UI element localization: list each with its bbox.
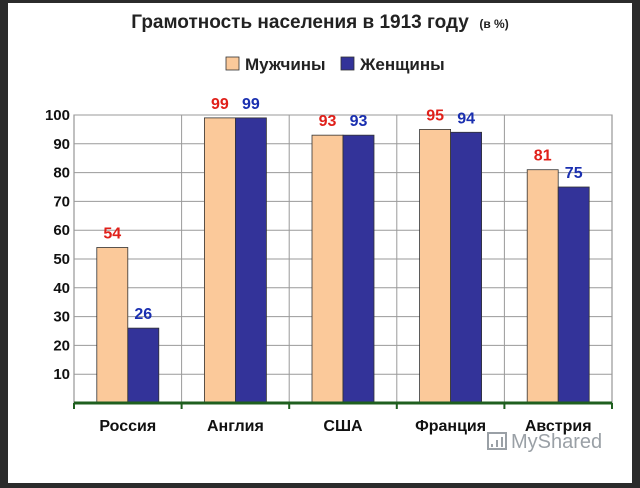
category-label: Франция [415,418,486,435]
data-label: 54 [103,225,121,242]
chart-title-unit: (в %) [479,17,508,31]
data-label: 93 [319,113,337,130]
bar-men [203,117,236,404]
legend-swatch-0 [225,56,240,71]
bar-men [311,134,344,404]
y-tick-label: 90 [53,136,70,153]
category-label: Англия [207,418,264,435]
chart-title-main: Грамотность населения в 1913 году [131,12,469,33]
category-label: США [323,418,363,435]
y-tick-label: 10 [53,366,70,383]
y-tick-label: 70 [53,193,70,210]
data-label: 99 [211,96,229,113]
y-tick-label: 100 [45,107,70,124]
literacy-bar-chart: Грамотность населения в 1913 году (в %) … [45,12,613,453]
category-label: Россия [99,418,156,435]
y-tick-label: 30 [53,309,70,326]
bar-women [557,186,590,404]
data-label: 94 [457,110,475,127]
y-tick-label: 40 [53,280,70,297]
chart-panel: Грамотность населения в 1913 году (в %) … [8,3,632,483]
bar-women [234,117,267,404]
bar-men [96,247,129,404]
legend-label-1: Женщины [359,55,445,74]
bar-women [342,134,375,404]
watermark-logo-icon [487,432,507,450]
data-label: 93 [350,113,368,130]
watermark: MyShared [487,431,602,453]
data-label: 99 [242,96,260,113]
bar-men [526,169,559,404]
chart-title: Грамотность населения в 1913 году (в %) [131,12,508,33]
legend-swatch-1 [340,56,355,71]
chart-legend: Мужчины Женщины [225,55,445,74]
bar-women [450,131,483,404]
data-label: 81 [534,148,552,165]
plot-area: 10 20 30 40 50 60 70 80 90 100 54 26 99 99 93 93 95 94 81 7… [45,96,613,435]
category-label: Австрия [525,418,592,435]
data-label: 75 [565,165,583,182]
y-tick-label: 20 [53,337,70,354]
data-label: 95 [426,107,444,124]
legend-label-0: Мужчины [245,55,326,74]
y-tick-label: 50 [53,251,70,268]
y-tick-label: 80 [53,165,70,182]
bar-men [419,129,452,404]
data-label: 26 [134,306,152,323]
watermark-text: MyShared [511,431,602,453]
bar-women [127,327,160,404]
y-tick-label: 60 [53,222,70,239]
